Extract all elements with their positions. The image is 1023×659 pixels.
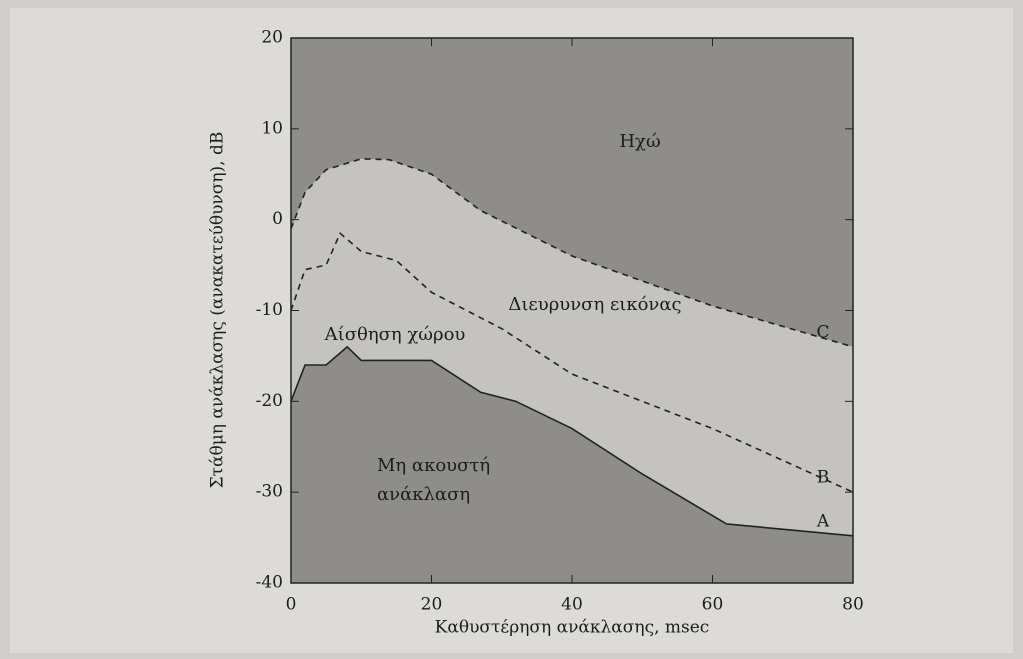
y-tick-label: -20 [256, 391, 283, 411]
region-fill [291, 346, 853, 583]
annotation: Μη ακουστή [377, 455, 490, 476]
x-tick-label: 0 [286, 595, 297, 615]
y-tick-label: -30 [256, 482, 283, 502]
annotation: Αίσθηση χώρου [324, 324, 466, 345]
y-axis-label: Στάθμη ανάκλασης (ανακατεύθυνση), dB [208, 132, 228, 489]
series-label: B [817, 468, 830, 488]
x-tick-label: 60 [702, 595, 724, 615]
series-line [290, 231, 854, 493]
series-label: A [816, 511, 830, 531]
series-label: C [816, 322, 829, 342]
plot: A B C -40 -30 -20 -10 0 10 20 0 20 40 60 80 [256, 28, 864, 615]
region-fill [291, 38, 853, 347]
x-axis-label: Καθυστέρηση ανάκλασης, msec [435, 618, 710, 638]
annotation: ανάκλαση [377, 484, 470, 505]
y-tick-label: -10 [256, 300, 283, 320]
y-tick-label: 0 [272, 209, 283, 229]
series-line [290, 345, 854, 537]
y-tick-label: 20 [261, 28, 283, 48]
x-tick-label: 40 [561, 595, 583, 615]
annotation: Ηχώ [619, 131, 660, 152]
x-tick-label: 20 [421, 595, 443, 615]
x-tick-label: 80 [842, 595, 864, 615]
y-tick-label: -40 [256, 573, 283, 593]
series-line [290, 158, 854, 348]
y-tick-label: 10 [261, 118, 283, 138]
annotation: Διευρυνση εικόνας [508, 294, 681, 315]
